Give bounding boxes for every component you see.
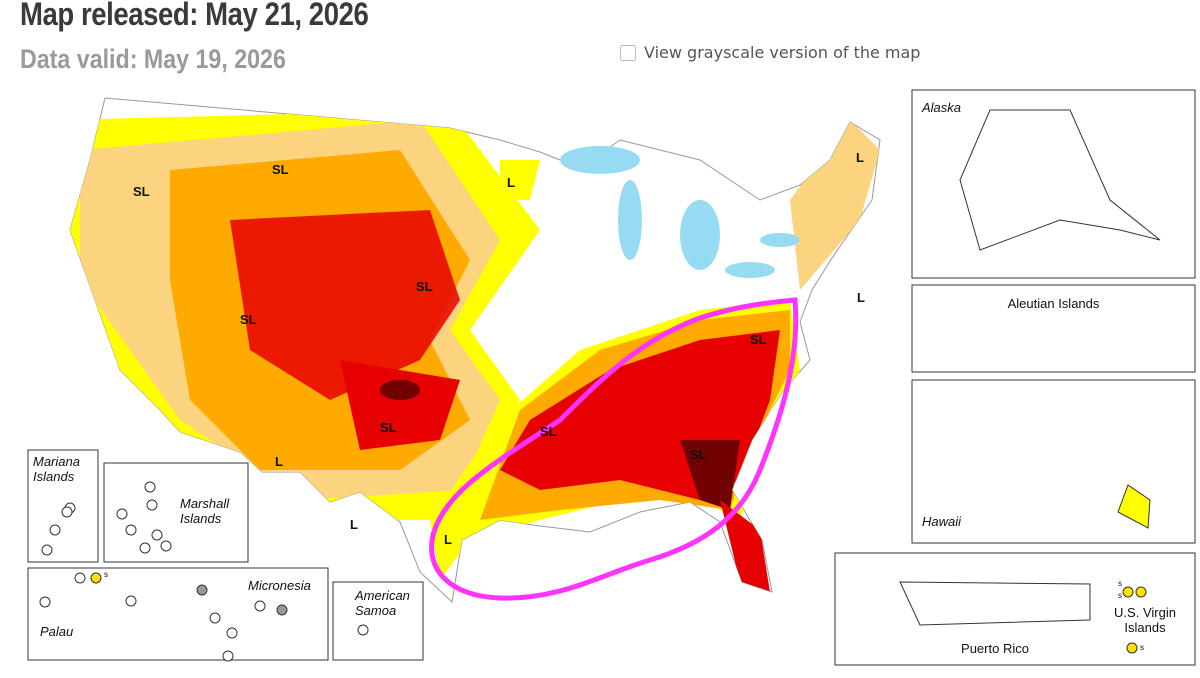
marshall-label: Marshall Islands <box>180 496 230 526</box>
island-markers <box>39 481 1147 662</box>
data-valid: Data valid: May 19, 2026 <box>20 44 286 74</box>
micronesia-label: Micronesia <box>248 578 311 593</box>
impact-label: L <box>856 150 864 165</box>
virgin-islands-label: U.S. Virgin Islands <box>1114 605 1176 635</box>
checkbox[interactable] <box>620 44 636 61</box>
impact-label: L <box>507 175 515 190</box>
hawaii-shape <box>1117 484 1151 529</box>
impact-label: L <box>444 532 452 547</box>
samoa-label: American Samoa <box>355 588 410 618</box>
toggle-label[interactable]: View grayscale version of the map <box>644 43 921 62</box>
highlight-loop <box>429 297 799 601</box>
puerto-rico-shape <box>899 581 1091 626</box>
impact-label: SL <box>540 424 557 439</box>
drought-areas <box>70 110 880 592</box>
impact-label: SL <box>272 162 289 177</box>
impact-label: SL <box>380 420 397 435</box>
impact-label: L <box>350 517 358 532</box>
marker-label: s <box>1118 591 1122 600</box>
palau-label: Palau <box>40 624 74 639</box>
marker-label: s <box>104 570 108 579</box>
aleutian-label: Aleutian Islands <box>1007 296 1100 311</box>
hawaii-label: Hawaii <box>922 514 962 529</box>
mariana-label: Mariana Islands <box>33 454 80 484</box>
marker-label: s <box>1118 579 1122 588</box>
impact-label: SL <box>690 447 707 462</box>
impact-label: L <box>857 290 865 305</box>
inset-frames <box>27 89 1196 666</box>
puerto-rico-label: Puerto Rico <box>961 641 1029 656</box>
grayscale-toggle[interactable]: View grayscale version of the map <box>620 43 920 62</box>
impact-label: SL <box>133 184 150 199</box>
marker-label: s <box>1140 643 1144 652</box>
impact-label: L <box>275 454 283 469</box>
alaska-label: Alaska <box>922 100 962 115</box>
impact-label: SL <box>750 332 767 347</box>
impact-label: SL <box>240 312 257 327</box>
map-released: Map released: May 21, 2026 <box>20 0 369 32</box>
lakes <box>560 146 800 278</box>
alaska-shape <box>959 109 1161 251</box>
impact-label: SL <box>416 279 433 294</box>
